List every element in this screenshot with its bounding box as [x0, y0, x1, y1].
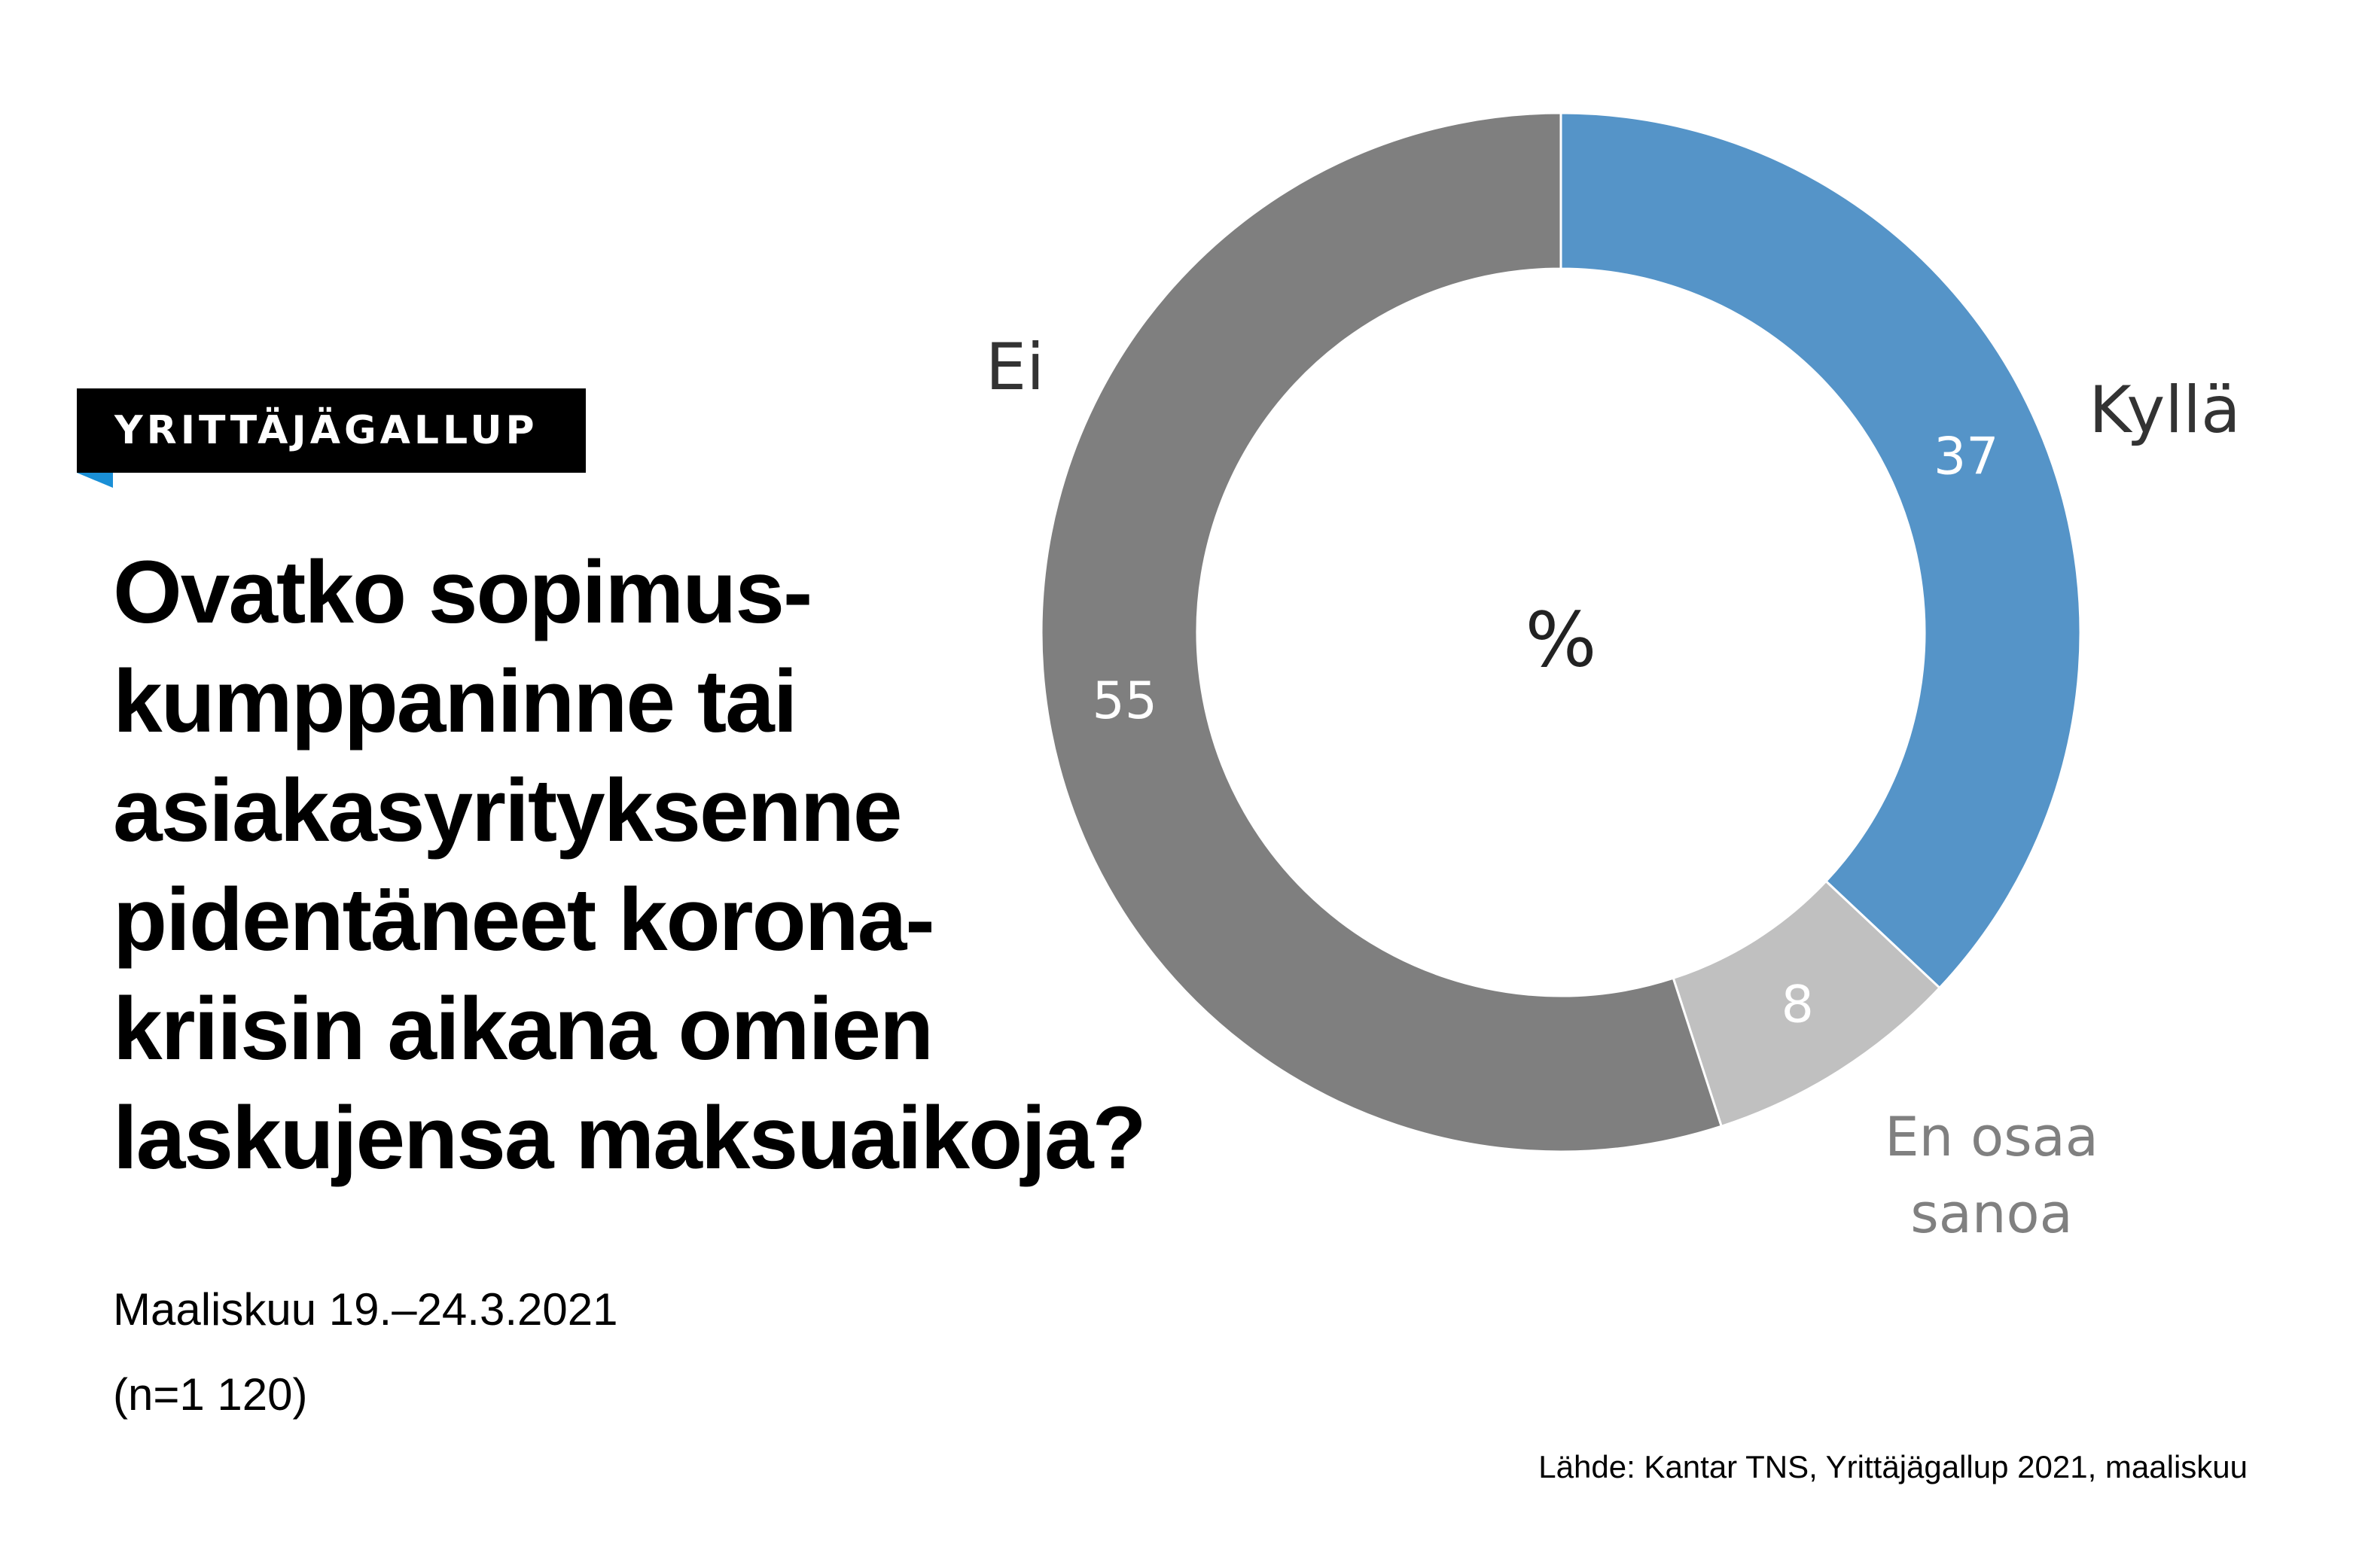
slice-kyllä — [1559, 111, 2082, 990]
slice-category-label: En osaa — [1885, 1105, 2098, 1168]
source-note: Lähde: Kantar TNS, Yrittäjägallup 2021, … — [1538, 1449, 2248, 1484]
title-line: kumppaninne tai — [113, 652, 798, 751]
title-line: asiakasyrityksenne — [113, 761, 902, 860]
slice-category-label: sanoa — [1910, 1182, 2072, 1245]
sample-size: (n=1 120) — [113, 1369, 308, 1420]
center-unit-label: % — [1525, 596, 1596, 684]
slice-category-label: Ei — [986, 330, 1044, 405]
title-line: pidentäneet korona- — [113, 870, 935, 970]
slice-value-label: 37 — [1934, 428, 1999, 487]
slice-category-label: Kyllä — [2089, 373, 2241, 448]
title-line: laskujensa maksuaikoja? — [113, 1088, 1147, 1188]
slice-value-label: 55 — [1092, 671, 1157, 731]
slice-value-label: 8 — [1782, 976, 1814, 1035]
title-line: kriisin aikana omien — [113, 979, 934, 1079]
badge-accent-tab — [77, 473, 113, 488]
chart-title: Ovatko sopimus- kumppaninne tai asiakasy… — [113, 538, 1242, 1193]
survey-period: Maaliskuu 19.–24.3.2021 — [113, 1284, 618, 1335]
survey-badge: YRITTÄJÄGALLUP — [77, 388, 586, 473]
title-line: Ovatko sopimus- — [113, 543, 812, 642]
slice-ei — [1040, 111, 1724, 1153]
